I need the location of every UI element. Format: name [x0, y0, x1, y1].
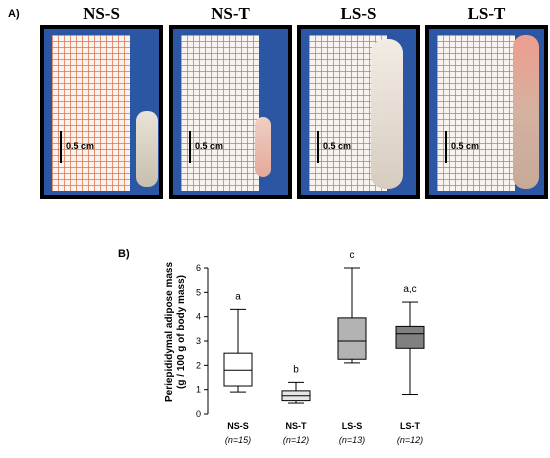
photo-title-ls-t: LS-T [467, 4, 506, 23]
photo-ns-s: 0.5 cm [40, 25, 163, 199]
scale-label: 0.5 cm [323, 141, 352, 151]
y-tick-label: 0 [196, 409, 201, 419]
y-tick-label: 6 [196, 263, 201, 273]
box-ns-s: a NS-S (n=15) [223, 291, 253, 445]
scale-bar [189, 131, 191, 163]
box-ls-s: c LS-S (n=13) [337, 250, 367, 445]
y-axis-title-line2: (g / 100 g of body mass) [176, 275, 187, 389]
iqr-box [337, 317, 367, 360]
y-tick-label: 3 [196, 336, 201, 346]
photo-title-ns-t: NS-T [211, 4, 250, 23]
x-tick-label: NS-S [227, 421, 249, 431]
adipose-tissue [371, 39, 403, 189]
x-tick-label: NS-T [286, 421, 307, 431]
scale-label: 0.5 cm [195, 141, 224, 151]
sample-size-label: (n=12) [283, 435, 309, 445]
iqr-box [223, 352, 253, 387]
scale-label: 0.5 cm [451, 141, 480, 151]
adipose-tissue [513, 35, 539, 189]
grid-paper [52, 35, 130, 191]
adipose-tissue [255, 117, 271, 177]
grid-paper [437, 35, 515, 191]
scale-bar [445, 131, 447, 163]
sample-size-label: (n=12) [397, 435, 423, 445]
y-tick-label: 4 [196, 312, 201, 322]
significance-letter: b [293, 364, 299, 375]
photo-ls-s: 0.5 cm [297, 25, 420, 199]
sample-size-label: (n=13) [339, 435, 365, 445]
adipose-tissue [136, 111, 158, 187]
sample-size-label: (n=15) [225, 435, 251, 445]
photo-ls-t: 0.5 cm [425, 25, 548, 199]
y-tick-label: 2 [196, 360, 201, 370]
y-axis-title-line1: Periepididymal adipose mass [164, 262, 175, 402]
significance-letter: a [235, 291, 241, 302]
grid-paper [181, 35, 259, 191]
photo-ns-t: 0.5 cm [169, 25, 292, 199]
axes: 0 1 2 3 4 5 6 [196, 263, 209, 419]
x-tick-label: LS-T [400, 421, 420, 431]
boxes: a NS-S (n=15) b NS-T (n=12) c LS-S (n=13) a,c LS-T… [223, 250, 425, 445]
photo-title-ls-s: LS-S [340, 4, 377, 23]
significance-letter: c [350, 250, 355, 261]
scale-bar [317, 131, 319, 163]
y-tick-label: 1 [196, 385, 201, 395]
scale-label: 0.5 cm [66, 141, 95, 151]
significance-letter: a,c [403, 284, 416, 295]
box-ns-t: b NS-T (n=12) [281, 364, 311, 445]
panel-a-label: A) [8, 8, 20, 20]
boxplot-chart: Periepididymal adipose mass (g / 100 g o… [164, 250, 425, 445]
panel-b-label: B) [118, 248, 130, 260]
photo-title-ns-s: NS-S [83, 4, 120, 23]
scale-bar [60, 131, 62, 163]
y-axis-title: Periepididymal adipose mass (g / 100 g o… [164, 262, 187, 402]
y-tick-label: 5 [196, 287, 201, 297]
box-ls-t: a,c LS-T (n=12) [395, 284, 425, 445]
iqr-box [395, 325, 425, 349]
x-tick-label: LS-S [342, 421, 363, 431]
